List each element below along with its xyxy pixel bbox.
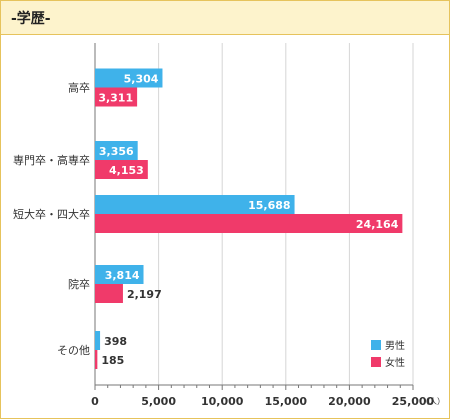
bar-female: [95, 214, 403, 233]
bar-female: [95, 160, 148, 179]
x-tick-label: 10,000: [201, 395, 244, 408]
data-label: 15,688: [248, 199, 290, 212]
bar-female: [95, 284, 123, 303]
bar-male: [95, 141, 138, 160]
bar-male: [95, 331, 101, 350]
category-label: 短大卒・四大卒: [13, 207, 90, 221]
x-tick-label: 15,000: [265, 395, 308, 408]
bar-female: [95, 350, 98, 369]
data-label: 3,356: [99, 145, 134, 158]
bar-male: [95, 265, 144, 284]
category-label: 院卒: [68, 277, 90, 291]
data-label: 398: [104, 335, 127, 348]
legend-label: 女性: [385, 356, 405, 369]
data-label: 2,197: [127, 288, 162, 301]
section-title: -学歴-: [11, 11, 51, 27]
bar-male: [95, 68, 163, 88]
data-label: 3,311: [98, 92, 133, 105]
x-tick-label: 5,000: [141, 395, 176, 408]
x-tick-label: 20,000: [328, 395, 371, 408]
legend-swatch-male: [371, 340, 381, 350]
category-label: 高卒: [68, 81, 90, 95]
category-label: 専門卒・高専卒: [13, 153, 90, 167]
legend-label: 男性: [385, 339, 405, 352]
x-tick-label: 25,000: [392, 395, 435, 408]
category-label: その他: [57, 344, 90, 357]
section-header: -学歴-: [1, 1, 449, 35]
data-label: 3,814: [105, 269, 140, 282]
bar-female: [95, 87, 138, 107]
data-label: 4,153: [109, 164, 144, 177]
x-tick-label: 0: [91, 395, 99, 408]
x-axis-unit: （人）: [421, 397, 445, 406]
data-label: 185: [101, 354, 124, 367]
legend-swatch-female: [371, 357, 381, 367]
data-label: 5,304: [124, 73, 159, 86]
data-label: 24,164: [356, 218, 399, 231]
bar-male: [95, 195, 295, 214]
